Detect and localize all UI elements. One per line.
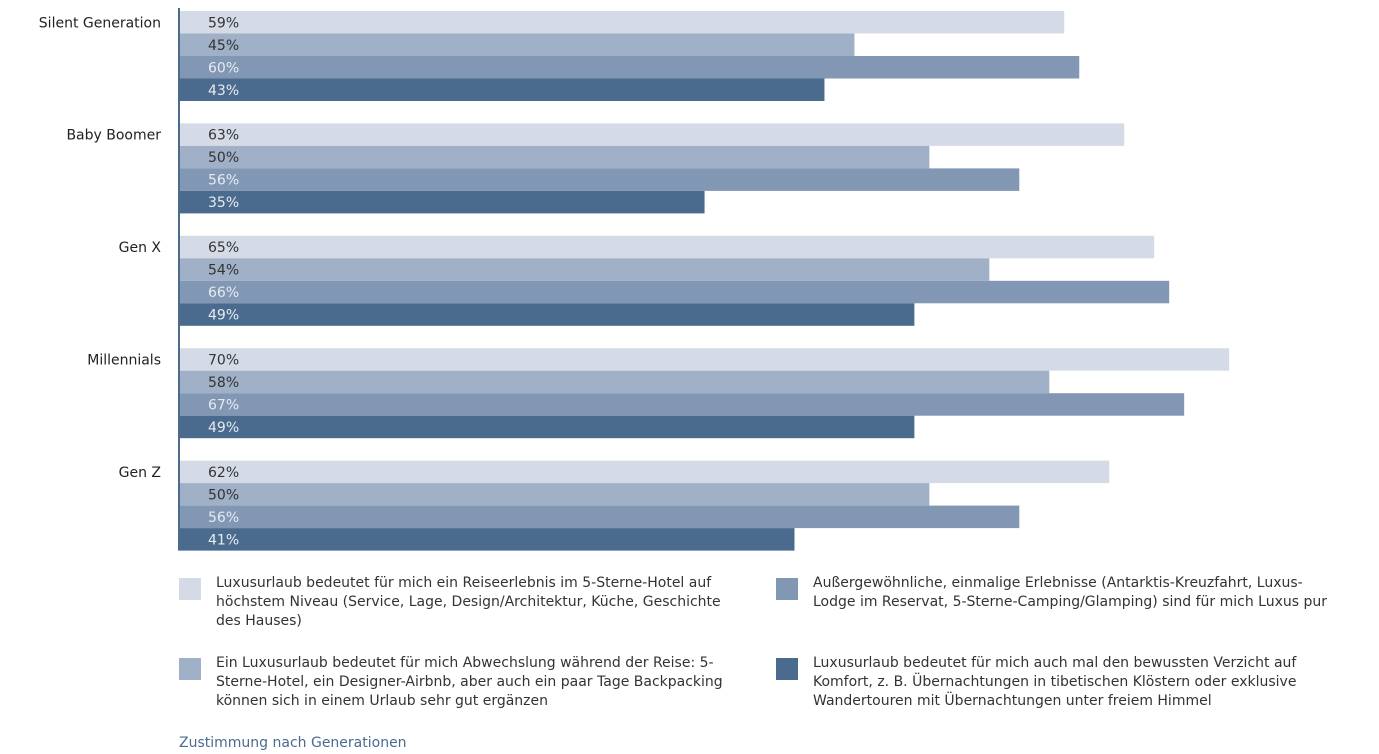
value-label: 58% (208, 375, 239, 391)
bar (180, 303, 915, 326)
legend-label: Ein Luxusurlaub bedeutet für mich Abwech… (216, 655, 723, 709)
bar (180, 393, 1185, 416)
value-label: 59% (208, 15, 239, 31)
value-label: 49% (208, 420, 239, 436)
note: Zustimmung nach Generationen (179, 735, 407, 751)
legend-swatch (776, 578, 798, 600)
value-label: 54% (208, 263, 239, 279)
bar (180, 11, 1065, 34)
value-label: 50% (208, 150, 239, 166)
value-label: 63% (208, 128, 239, 144)
value-label: 43% (208, 83, 239, 99)
bar (180, 123, 1125, 146)
value-label: 50% (208, 487, 239, 503)
value-label: 41% (208, 532, 239, 548)
bar (180, 370, 1050, 394)
value-label: 65% (208, 240, 239, 256)
value-label: 70% (208, 352, 239, 368)
value-label: 66% (208, 285, 239, 301)
legend-swatch (179, 658, 201, 680)
bar (180, 145, 930, 169)
bar (180, 460, 1110, 484)
category-label: Gen Z (119, 465, 161, 481)
legend-label: Luxusurlaub bedeutet für mich auch mal d… (813, 655, 1297, 709)
value-label: 45% (208, 38, 239, 54)
bar (180, 258, 990, 281)
value-label: 35% (208, 195, 239, 211)
value-label: 49% (208, 308, 239, 324)
bar (180, 348, 1230, 371)
bar (180, 190, 705, 214)
bar (180, 505, 1020, 529)
value-label: 67% (208, 397, 239, 413)
legend-label: Luxusurlaub bedeutet für mich ein Reisee… (216, 575, 721, 629)
value-label: 62% (208, 465, 239, 481)
legend-swatch (776, 658, 798, 680)
legend-swatch (179, 578, 201, 600)
legend-label: Außergewöhnliche, einmalige Erlebnisse (… (813, 575, 1328, 610)
category-label: Baby Boomer (66, 128, 161, 144)
value-label: 56% (208, 510, 239, 526)
bar (180, 56, 1080, 79)
value-label: 56% (208, 173, 239, 189)
bar (180, 483, 930, 506)
bar (180, 33, 855, 56)
category-label: Gen X (119, 240, 162, 256)
category-label: Silent Generation (39, 15, 161, 31)
bar (180, 78, 825, 101)
value-label: 60% (208, 60, 239, 76)
category-label: Millennials (87, 352, 161, 368)
bar (180, 415, 915, 439)
bar (180, 528, 795, 551)
bar (180, 280, 1170, 304)
bar (180, 168, 1020, 191)
bar (180, 235, 1155, 259)
